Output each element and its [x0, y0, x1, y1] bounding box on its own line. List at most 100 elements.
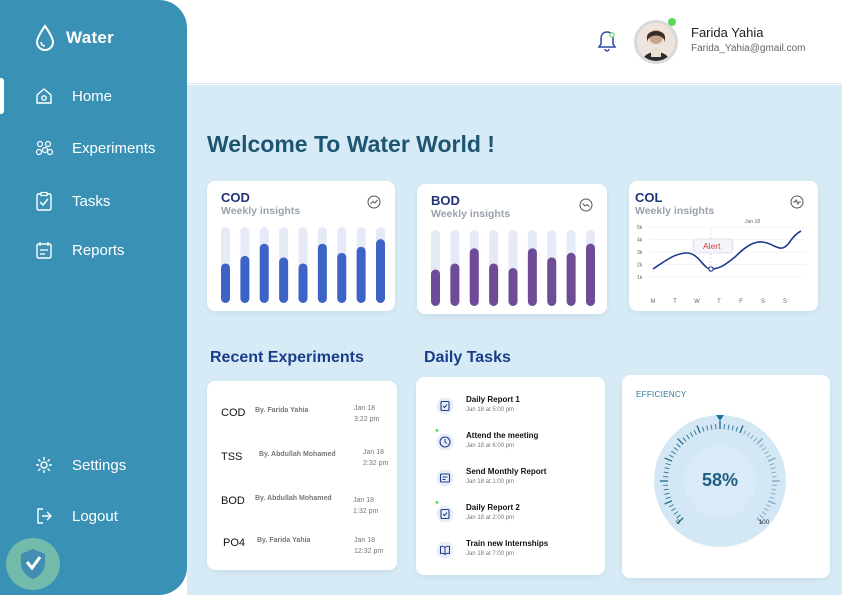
gauge-tick — [671, 450, 676, 455]
efficiency-card: EFFICIENCY 58% 0 100 — [622, 375, 830, 578]
sidebar-item-reports[interactable]: Reports — [34, 240, 125, 260]
sidebar-item-label: Reports — [72, 241, 125, 259]
bar — [376, 239, 385, 303]
sidebar-item-home[interactable]: Home — [34, 86, 112, 106]
gauge-tick — [766, 454, 771, 458]
gauge-tick — [735, 426, 739, 432]
gauge-tick — [701, 426, 705, 432]
alert-tooltip[interactable]: Alert — [692, 238, 734, 254]
x-tick-label: F — [739, 299, 743, 305]
sidebar-item-label: Logout — [72, 507, 118, 525]
sidebar-item-settings[interactable]: Settings — [34, 455, 126, 475]
gauge-tick — [663, 471, 669, 474]
bar — [586, 243, 595, 306]
bar — [431, 269, 440, 306]
sidebar-item-tasks[interactable]: Tasks — [34, 191, 110, 211]
gauge-tick — [727, 424, 730, 430]
main-content: Welcome To Water World ! COD Weekly insi… — [187, 85, 842, 595]
trend-icon[interactable] — [367, 195, 381, 209]
daily-tasks-title: Daily Tasks — [424, 349, 511, 366]
task-date: Jan 18 at 2:00 pm — [466, 515, 515, 521]
pulse-icon[interactable] — [790, 195, 804, 209]
task-item[interactable]: ✦ Daily Report 2 Jan 18 at 2:00 pm — [434, 500, 596, 529]
gauge-tick — [663, 488, 669, 491]
col-line-chart: 5k 4k 3k 2k 1k M T W T F S S Jan 18 Alert — [637, 219, 805, 305]
gauge-max-label: 100 — [759, 519, 770, 526]
bar — [547, 257, 557, 306]
efficiency-label: EFFICIENCY — [636, 390, 687, 399]
top-header: Farida Yahia Farida_Yahia@gmail.com — [187, 0, 842, 84]
gauge-tick — [665, 496, 671, 500]
experiment-code: BOD — [221, 495, 245, 507]
experiment-author: By. Farida Yahia — [255, 407, 309, 414]
bar — [450, 263, 460, 306]
bar — [356, 246, 366, 303]
col-date-label: Jan 18 — [745, 219, 760, 225]
task-item[interactable]: Daily Report 1 Jan 18 at 5:00 pm — [436, 395, 596, 421]
settings-icon — [36, 457, 52, 473]
gauge-pointer-icon — [716, 415, 724, 421]
report-icon — [436, 397, 454, 415]
gauge-tick — [710, 424, 713, 430]
clipboard-check-icon — [36, 191, 52, 211]
gauge-tick — [664, 467, 670, 470]
gauge-tick — [676, 443, 681, 448]
sidebar-item-logout[interactable]: Logout — [34, 506, 118, 526]
brand[interactable]: Water — [34, 24, 114, 52]
task-item[interactable]: Send Monthly Report Jan 18 at 1:00 pm — [436, 467, 596, 493]
recent-experiments-title: Recent Experiments — [210, 349, 364, 366]
experiment-row[interactable]: TSS By. Abdullah Mohamed Jan 18 2:32 pm — [221, 445, 391, 475]
card-subtitle: Weekly insights — [431, 208, 511, 220]
recent-experiments-card: COD By. Farida Yahia Jan 18 3:22 pm TSS B… — [207, 381, 397, 570]
bar — [240, 255, 250, 303]
gauge-min-label: 0 — [676, 519, 680, 526]
col-card[interactable]: COL Weekly insights 5k 4k 3k 2k 1k M T W T F S S Ja… — [629, 181, 818, 311]
gauge-tick — [671, 507, 676, 512]
gauge-tick — [769, 462, 775, 466]
sidebar: Water Home Experiments Tasks Reports Set… — [0, 0, 187, 595]
gauge-tick — [693, 430, 697, 435]
notification-bell-icon[interactable] — [597, 30, 617, 52]
user-name: Farida Yahia — [691, 25, 764, 40]
alert-label: Alert — [703, 241, 721, 251]
card-title: COD — [221, 190, 250, 205]
gauge-tick — [764, 507, 769, 512]
gauge-tick — [673, 511, 679, 515]
experiment-row[interactable]: BOD By. Abdullah Mohamed Jan 18 1:32 pm — [221, 489, 391, 519]
sidebar-item-experiments[interactable]: Experiments — [34, 138, 155, 158]
task-date: Jan 18 at 7:00 pm — [466, 551, 515, 557]
gauge-tick — [746, 432, 751, 437]
experiment-row[interactable]: PO4 By. Farida Yahia Jan 18 12:32 pm — [221, 531, 391, 561]
task-title: Train new Internships — [466, 539, 549, 548]
gauge-tick — [689, 432, 694, 437]
gauge-tick — [731, 425, 734, 431]
gauge-tick — [664, 492, 670, 495]
task-title: Daily Report 1 — [466, 395, 520, 404]
daily-tasks-card: Daily Report 1 Jan 18 at 5:00 pm ✦ Atten… — [416, 377, 605, 575]
bar — [469, 248, 479, 306]
gauge-tick — [696, 425, 701, 434]
reports-icon — [36, 242, 52, 259]
task-item[interactable]: Train new Internships Jan 18 at 7:00 pm — [436, 539, 596, 565]
avatar[interactable] — [634, 20, 678, 64]
sidebar-item-label: Home — [72, 87, 113, 105]
experiment-code: PO4 — [223, 537, 246, 549]
gauge-tick — [677, 438, 684, 445]
bar — [259, 243, 269, 303]
bar — [221, 263, 230, 303]
efficiency-value: 58% — [702, 470, 738, 490]
experiment-row[interactable]: COD By. Farida Yahia Jan 18 3:22 pm — [221, 401, 391, 431]
experiment-author: By. Farida Yahia — [257, 537, 311, 544]
gauge-tick — [739, 425, 744, 434]
cod-card[interactable]: COD Weekly insights — [207, 181, 395, 311]
experiment-date: Jan 18 2:32 pm — [363, 449, 389, 467]
gauge-tick — [706, 425, 709, 431]
clock-icon — [436, 433, 454, 451]
active-nav-marker — [0, 78, 4, 114]
bod-card[interactable]: BOD Weekly insights — [417, 184, 607, 314]
task-title: Daily Report 2 — [466, 503, 520, 512]
gauge-tick — [761, 447, 767, 451]
gauge-tick — [756, 438, 763, 445]
task-item[interactable]: ✦ Attend the meeting Jan 18 at 6:00 pm — [434, 428, 596, 457]
trend-down-icon[interactable] — [579, 198, 593, 212]
